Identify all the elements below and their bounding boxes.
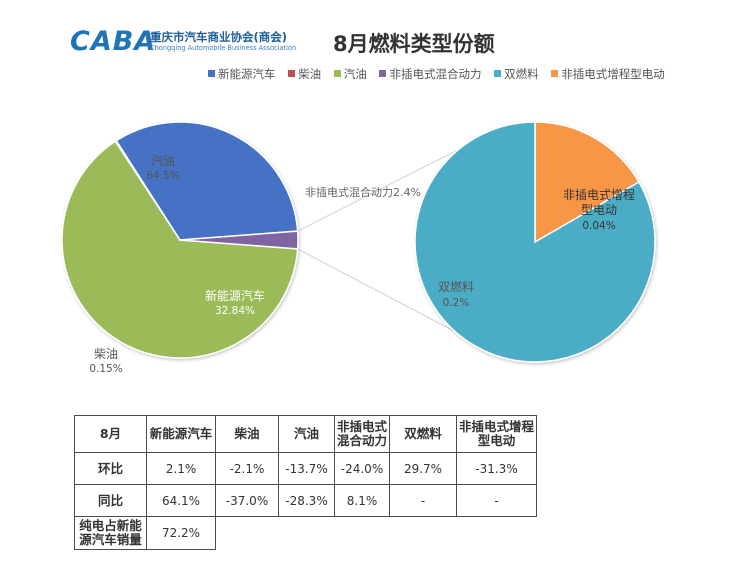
- table-cell: -37.0%: [215, 484, 279, 517]
- legend-item: 柴油: [288, 66, 321, 82]
- table-cell: 2.1%: [146, 452, 216, 485]
- table-cell: -24.0%: [334, 452, 390, 485]
- slice-label: 型电动: [581, 203, 617, 217]
- slice-value-label: 32.84%: [215, 305, 255, 317]
- legend-swatch: [551, 70, 559, 77]
- table-header-cell: 汽油: [278, 415, 335, 453]
- table-cell: -28.3%: [278, 484, 335, 517]
- legend-label: 双燃料: [504, 67, 539, 81]
- slice-value-label: 0.2%: [443, 297, 470, 309]
- table-cell: 64.1%: [146, 484, 216, 517]
- table-cell: -31.3%: [456, 452, 537, 485]
- chart-title: 8月燃料类型份额: [333, 32, 495, 56]
- legend-swatch: [494, 70, 502, 77]
- legend-item: 汽油: [333, 66, 367, 82]
- table-header-cell: 非插电式增程型电动: [456, 415, 537, 453]
- pie-slice-2: [115, 121, 299, 241]
- slice-label: 柴油: [94, 347, 118, 361]
- logo-text: 重庆市汽车商业协会(商会) Chongqing Automobile Busin…: [150, 30, 296, 53]
- table-cell: 29.7%: [389, 452, 457, 485]
- slice-label: 非插电式混合动力2.4%: [305, 185, 421, 199]
- table-header-cell: 非插电式混合动力: [334, 415, 390, 453]
- sub-pie-slice-1: [414, 121, 656, 363]
- legend-label: 汽油: [343, 67, 367, 81]
- logo-name-cn: 重庆市汽车商业协会(商会): [150, 30, 288, 44]
- table-cell: -2.1%: [215, 452, 279, 485]
- legend-swatch: [333, 70, 341, 77]
- slice-label: 非插电式增程: [563, 187, 635, 202]
- table-row: 环比 2.1% -2.1% -13.7% -24.0% 29.7% -31.3%: [74, 452, 537, 485]
- legend-item: 双燃料: [494, 66, 539, 82]
- pie-slice-0: [61, 140, 299, 359]
- legend-item: 新能源汽车: [208, 66, 276, 82]
- legend-swatch: [288, 70, 296, 77]
- table-row-label: 环比: [74, 452, 147, 485]
- slice-value-label: 0.04%: [582, 220, 615, 232]
- legend-swatch: [208, 70, 215, 77]
- table-row: 同比 64.1% -37.0% -28.3% 8.1% - -: [74, 484, 537, 517]
- legend-item: 非插电式增程型电动: [551, 66, 665, 82]
- fuel-share-table: 8月 新能源汽车 柴油 汽油 非插电式混合动力 双燃料 非插电式增程型电动 环比…: [74, 415, 537, 550]
- slice-labels: 汽油 64.5% 柴油 0.15% 新能源汽车 32.84% 非插电式混合动力2.4% 非插电…: [89, 153, 635, 375]
- slice-label: 汽油: [151, 153, 175, 168]
- slice-label: 新能源汽车: [205, 288, 265, 303]
- table-cell: 72.2%: [146, 516, 216, 550]
- pie-of-pie-chart: 汽油 64.5% 柴油 0.15% 新能源汽车 32.84% 非插电式混合动力2.4% 非插电…: [61, 121, 656, 375]
- table-header-cell: 8月: [74, 415, 147, 453]
- legend-item: 非插电式混合动力: [379, 66, 481, 82]
- table-header-cell: 新能源汽车: [146, 415, 216, 453]
- legend-label: 新能源汽车: [218, 67, 276, 81]
- legend-swatch: [379, 70, 387, 77]
- table-cell: -: [456, 484, 537, 517]
- table-cell: 8.1%: [334, 484, 390, 517]
- table-row: 纯电占新能源汽车销量 72.2%: [74, 516, 537, 550]
- slice-label: 双燃料: [438, 279, 474, 294]
- slice-value-label: 64.5%: [146, 170, 179, 182]
- legend-label: 非插电式混合动力: [389, 67, 482, 81]
- legend-label: 柴油: [298, 67, 322, 81]
- logo-mark: CABA: [70, 26, 157, 57]
- table-header-cell: 柴油: [215, 415, 279, 453]
- table-row-label: 同比: [74, 484, 147, 517]
- secondary-pie: [414, 121, 656, 363]
- main-pie: [61, 121, 299, 359]
- table-header-cell: 双燃料: [389, 415, 457, 453]
- sub-pie-slice-0: [534, 121, 640, 244]
- chart-legend: 新能源汽车 柴油 汽油 非插电式混合动力 双燃料 非插电式增程型电动: [208, 66, 674, 82]
- table-row-label: 纯电占新能源汽车销量: [74, 516, 147, 550]
- slice-value-label: 0.15%: [89, 363, 122, 375]
- table-header-row: 8月 新能源汽车 柴油 汽油 非插电式混合动力 双燃料 非插电式增程型电动: [74, 415, 537, 453]
- pie-slice-3: [179, 230, 299, 250]
- legend-label: 非插电式增程型电动: [561, 67, 665, 81]
- table-cell: -: [389, 484, 457, 517]
- table-cell: -13.7%: [278, 452, 335, 485]
- logo-name-en: Chongqing Automobile Business Associatio…: [150, 44, 297, 52]
